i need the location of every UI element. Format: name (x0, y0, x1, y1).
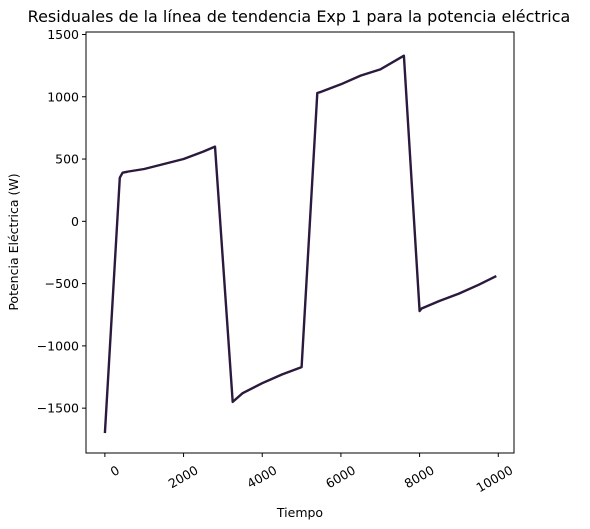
x-axis-label: Tiempo (276, 505, 323, 520)
y-tick-label: 1500 (47, 27, 79, 42)
chart-title: Residuales de la línea de tendencia Exp … (28, 7, 571, 26)
plot-area (103, 54, 497, 434)
x-axis: 0 2000 4000 6000 8000 10000 (104, 453, 515, 495)
y-tick-label: −1000 (37, 338, 79, 353)
y-tick-label: −1500 (37, 401, 79, 416)
y-tick-label: 0 (71, 214, 79, 229)
x-tick-label: 8000 (402, 462, 437, 491)
plot-frame (85, 31, 515, 454)
y-tick-label: −500 (45, 276, 79, 291)
x-tick-label: 4000 (244, 462, 279, 491)
y-tick-label: 500 (55, 152, 79, 167)
y-axis: −1500 −1000 −500 0 500 1000 1500 (37, 27, 86, 416)
x-tick-label: 6000 (323, 462, 358, 491)
x-tick-label: 0 (108, 462, 122, 479)
x-tick-label: 10000 (473, 462, 515, 495)
y-axis-label: Potencia Eléctrica (W) (6, 173, 21, 310)
series-line-1 (103, 54, 497, 434)
y-tick-label: 1000 (47, 89, 79, 104)
x-tick-label: 2000 (166, 462, 201, 491)
